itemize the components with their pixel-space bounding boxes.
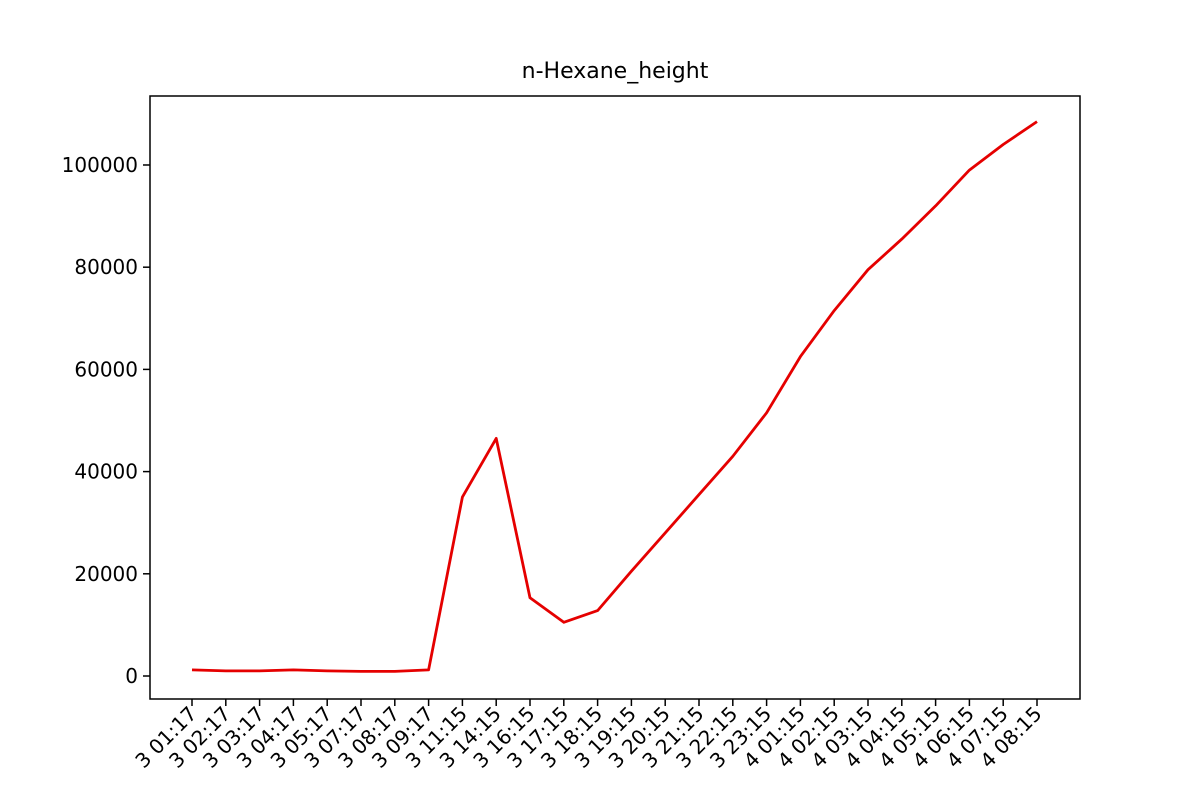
- y-tick-label: 80000: [74, 255, 138, 279]
- series-line-0: [191, 120, 1038, 673]
- y-tick-label: 100000: [62, 153, 138, 177]
- chart-title: n-Hexane_height: [522, 59, 709, 84]
- series-layer: [191, 120, 1038, 673]
- y-tick-label: 40000: [74, 460, 138, 484]
- y-tick-label: 60000: [74, 357, 138, 381]
- y-axis: 0 20000 40000 60000 80000 100000: [62, 153, 150, 688]
- y-tick-label: 20000: [74, 562, 138, 586]
- x-axis: 3 01:173 02:173 03:173 04:173 05:173 07:…: [130, 699, 1047, 773]
- plot-frame: [149, 95, 1081, 700]
- y-tick-label: 0: [125, 664, 138, 688]
